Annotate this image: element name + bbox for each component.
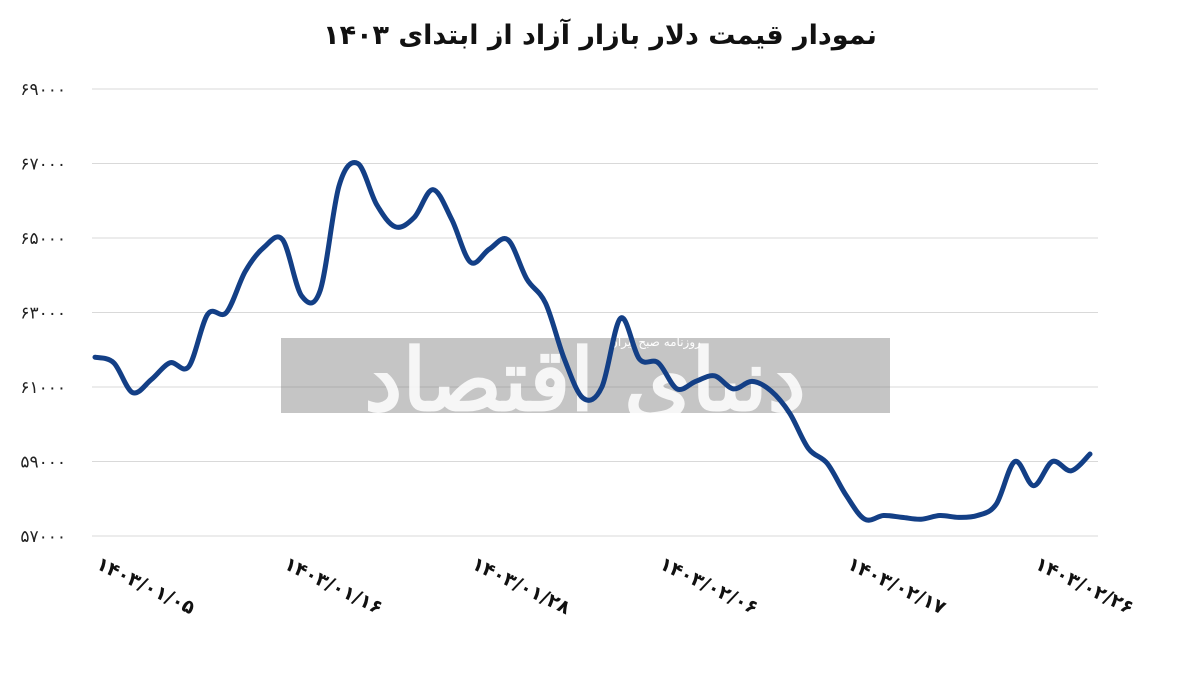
chart-title: نمودار قیمت دلار بازار آزاد از ابتدای ۱۴… (323, 20, 877, 51)
x-tick-label: ۱۴۰۳/۰۲/۱۷ (844, 553, 950, 620)
x-tick-label: ۱۴۰۳/۰۱/۱۶ (281, 553, 387, 620)
series-layer (92, 160, 1093, 523)
y-tick-label: ۶۷۰۰۰ (20, 155, 66, 175)
series-line (92, 160, 1093, 523)
y-axis-ticks: ۶۹۰۰۰ ۶۷۰۰۰ ۶۵۰۰۰ ۶۳۰۰۰ ۶۱۰۰۰ ۵۹۰۰۰ ۵۷۰۰۰ (20, 80, 66, 547)
watermark-subtext: روزنامه صبح ایران (609, 335, 701, 350)
y-tick-label: ۵۹۰۰۰ (20, 453, 66, 473)
y-tick-label: ۶۳۰۰۰ (20, 304, 66, 324)
x-axis-ticks: ۱۴۰۳/۰۱/۰۵ ۱۴۰۳/۰۱/۱۶ ۱۴۰۳/۰۱/۲۸ ۱۴۰۳/۰۲/۰۶… (93, 553, 1137, 620)
grid-lines (92, 88, 1098, 537)
y-tick-label: ۵۷۰۰۰ (20, 527, 66, 547)
y-tick-label: ۶۹۰۰۰ (20, 80, 66, 100)
watermark-text: دنیای اقتصاد (364, 330, 806, 431)
y-tick-label: ۶۱۰۰۰ (20, 378, 66, 398)
x-tick-label: ۱۴۰۳/۰۲/۰۶ (656, 553, 762, 620)
x-tick-label: ۱۴۰۳/۰۱/۲۸ (468, 553, 574, 620)
x-tick-label: ۱۴۰۳/۰۲/۲۶ (1031, 553, 1137, 620)
x-tick-label: ۱۴۰۳/۰۱/۰۵ (93, 553, 199, 620)
y-tick-label: ۶۵۰۰۰ (20, 229, 66, 249)
watermark: دنیای اقتصاد روزنامه صبح ایران (281, 330, 890, 431)
